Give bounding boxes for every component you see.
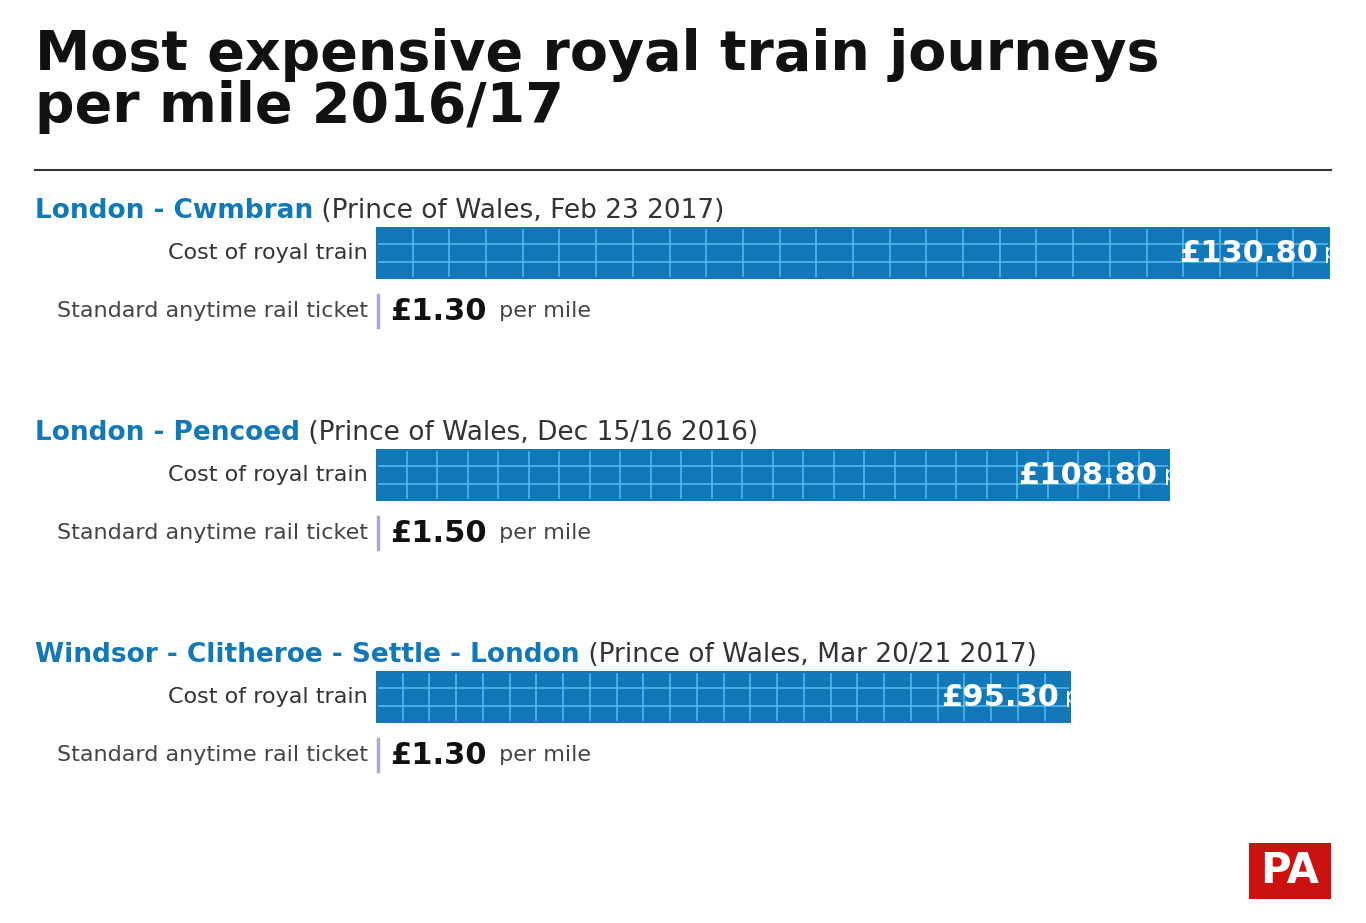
Text: per mile: per mile <box>1324 243 1366 263</box>
Bar <box>376 449 1169 501</box>
Text: Standard anytime rail ticket: Standard anytime rail ticket <box>57 523 367 543</box>
Text: £1.50: £1.50 <box>391 519 486 547</box>
Text: Cost of royal train: Cost of royal train <box>168 687 367 707</box>
Text: £95.30: £95.30 <box>941 682 1060 712</box>
Text: London - Pencoed: London - Pencoed <box>36 420 301 446</box>
Text: per mile: per mile <box>492 301 590 321</box>
Bar <box>376 227 1330 279</box>
Text: Most expensive royal train journeys: Most expensive royal train journeys <box>36 28 1160 82</box>
Text: Standard anytime rail ticket: Standard anytime rail ticket <box>57 745 367 765</box>
Text: £130.80: £130.80 <box>1179 238 1318 268</box>
Text: per mile: per mile <box>1065 687 1157 707</box>
Text: (Prince of Wales, Mar 20/21 2017): (Prince of Wales, Mar 20/21 2017) <box>579 642 1037 668</box>
Text: PA: PA <box>1261 850 1320 892</box>
Text: Windsor - Clitheroe - Settle - London: Windsor - Clitheroe - Settle - London <box>36 642 579 668</box>
Text: per mile: per mile <box>492 745 590 765</box>
Text: Cost of royal train: Cost of royal train <box>168 465 367 485</box>
Text: Cost of royal train: Cost of royal train <box>168 243 367 263</box>
Text: per mile: per mile <box>1164 465 1255 485</box>
Text: £108.80: £108.80 <box>1019 461 1158 489</box>
Text: Standard anytime rail ticket: Standard anytime rail ticket <box>57 301 367 321</box>
Text: per mile: per mile <box>492 523 590 543</box>
Text: London - Cwmbran: London - Cwmbran <box>36 198 313 224</box>
Text: (Prince of Wales, Feb 23 2017): (Prince of Wales, Feb 23 2017) <box>313 198 724 224</box>
Text: (Prince of Wales, Dec 15/16 2016): (Prince of Wales, Dec 15/16 2016) <box>301 420 758 446</box>
Text: £1.30: £1.30 <box>391 740 486 770</box>
Text: £1.30: £1.30 <box>391 296 486 326</box>
Bar <box>376 671 1071 723</box>
Text: per mile 2016/17: per mile 2016/17 <box>36 80 564 134</box>
Bar <box>1249 843 1330 899</box>
